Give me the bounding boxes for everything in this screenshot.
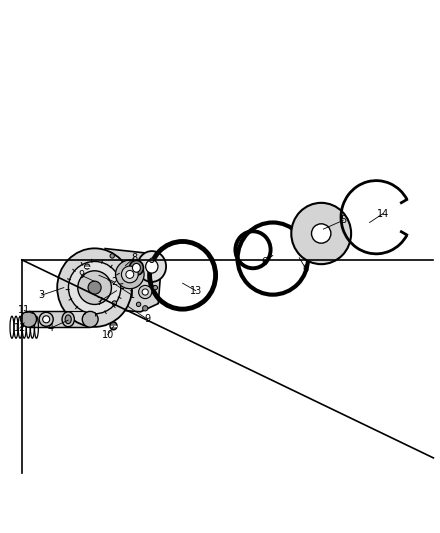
Ellipse shape — [137, 251, 166, 282]
Ellipse shape — [82, 311, 98, 327]
Text: 9: 9 — [78, 270, 84, 280]
Ellipse shape — [78, 271, 111, 304]
Ellipse shape — [136, 302, 141, 306]
Text: 6: 6 — [261, 257, 267, 267]
Text: 13: 13 — [190, 286, 202, 296]
Ellipse shape — [142, 289, 148, 295]
Ellipse shape — [132, 263, 140, 272]
Ellipse shape — [110, 322, 117, 330]
Ellipse shape — [84, 264, 90, 269]
Text: 2: 2 — [111, 277, 117, 287]
Ellipse shape — [39, 312, 53, 326]
Text: 10: 10 — [102, 330, 114, 340]
Ellipse shape — [139, 285, 152, 298]
Text: 6: 6 — [303, 264, 309, 274]
Text: 12: 12 — [14, 323, 26, 333]
Ellipse shape — [43, 316, 50, 323]
Ellipse shape — [129, 260, 143, 276]
Ellipse shape — [57, 248, 132, 327]
Ellipse shape — [65, 315, 71, 324]
Ellipse shape — [68, 262, 121, 314]
Ellipse shape — [312, 224, 331, 243]
Ellipse shape — [150, 258, 154, 263]
Text: 1: 1 — [129, 290, 135, 300]
Ellipse shape — [146, 260, 158, 273]
Ellipse shape — [153, 285, 158, 290]
FancyBboxPatch shape — [29, 311, 90, 327]
Text: 9: 9 — [144, 314, 150, 324]
Text: 4: 4 — [48, 323, 54, 333]
Polygon shape — [105, 248, 161, 312]
Text: 3: 3 — [39, 290, 45, 300]
Ellipse shape — [21, 311, 37, 327]
Ellipse shape — [126, 270, 134, 278]
Ellipse shape — [121, 266, 138, 283]
Text: 7: 7 — [96, 297, 102, 306]
Ellipse shape — [291, 203, 351, 264]
Text: 5: 5 — [340, 215, 346, 225]
Ellipse shape — [143, 305, 148, 311]
Ellipse shape — [88, 281, 101, 294]
Text: 8: 8 — [131, 253, 137, 263]
Ellipse shape — [62, 312, 74, 327]
Text: 11: 11 — [18, 305, 30, 316]
Ellipse shape — [110, 254, 114, 258]
Text: 14: 14 — [377, 209, 389, 219]
Ellipse shape — [115, 260, 144, 289]
Ellipse shape — [112, 301, 117, 305]
